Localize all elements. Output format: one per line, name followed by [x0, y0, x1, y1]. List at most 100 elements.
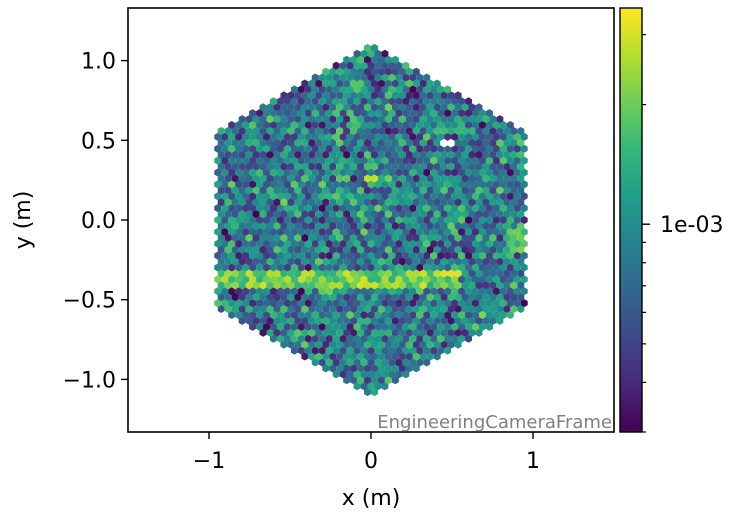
camera-pixel	[238, 115, 246, 124]
camera-pixel	[475, 138, 483, 147]
camera-pixel	[231, 281, 239, 290]
camera-pixel	[430, 156, 438, 165]
camera-pixel	[485, 109, 493, 118]
camera-pixel	[311, 299, 319, 308]
camera-pixel	[308, 257, 316, 266]
camera-pixel	[318, 251, 326, 260]
camera-pixel	[384, 79, 392, 88]
camera-pixel	[360, 370, 368, 379]
y-tick-label: 0.0	[81, 209, 116, 234]
camera-pixel	[353, 156, 361, 165]
camera-pixel	[388, 156, 396, 165]
camera-pixel	[336, 269, 344, 278]
camera-pixel	[384, 221, 392, 230]
camera-pixel	[423, 263, 431, 272]
camera-pixel	[388, 251, 396, 260]
camera-pixel	[304, 156, 312, 165]
camera-pixel	[412, 281, 420, 290]
camera-pixel	[322, 340, 330, 349]
camera-pixel	[364, 257, 371, 266]
camera-pixel	[350, 233, 358, 242]
camera-pixel	[475, 174, 483, 183]
camera-pixel	[503, 138, 511, 147]
camera-pixel	[245, 257, 253, 266]
camera-pixel	[444, 180, 452, 189]
camera-pixel	[416, 287, 424, 296]
camera-pixel	[266, 305, 274, 314]
camera-pixel	[517, 138, 525, 147]
camera-pixel	[353, 204, 361, 213]
camera-pixel	[423, 334, 431, 343]
camera-pixel	[287, 281, 295, 290]
camera-pixel	[461, 174, 469, 183]
camera-pixel	[228, 168, 236, 177]
camera-pixel	[398, 305, 406, 314]
camera-pixel	[332, 239, 340, 248]
camera-pixel	[499, 192, 507, 201]
camera-pixel	[371, 210, 378, 219]
camera-pixel	[214, 287, 222, 296]
camera-pixel	[308, 174, 316, 183]
camera-pixel	[489, 210, 497, 219]
camera-pixel	[329, 328, 337, 337]
camera-pixel	[398, 103, 406, 112]
camera-pixel	[472, 144, 479, 153]
camera-pixel	[294, 210, 302, 219]
camera-pixel	[485, 168, 493, 177]
camera-pixel	[458, 299, 466, 308]
camera-pixel	[304, 97, 312, 106]
camera-pixel	[322, 352, 330, 361]
y-axis-label: y (m)	[11, 191, 36, 250]
camera-pixel	[426, 328, 434, 337]
camera-pixel	[377, 79, 385, 88]
camera-pixel	[280, 210, 288, 219]
camera-pixel	[252, 174, 260, 183]
camera-pixel	[423, 287, 431, 296]
camera-pixel	[440, 305, 448, 314]
camera-pixel	[395, 346, 403, 355]
camera-pixel	[245, 233, 253, 242]
camera-pixel	[228, 156, 236, 165]
camera-pixel	[485, 287, 493, 296]
camera-pixel	[339, 299, 347, 308]
camera-pixel	[301, 221, 309, 230]
camera-pixel	[374, 382, 382, 391]
camera-pixel	[367, 85, 375, 94]
camera-pixel	[325, 251, 333, 260]
camera-pixel	[482, 162, 490, 171]
camera-pixel	[458, 192, 466, 201]
camera-pixel	[367, 370, 375, 379]
camera-pixel	[315, 281, 323, 290]
camera-pixel	[325, 192, 333, 201]
camera-pixel	[339, 192, 347, 201]
camera-pixel	[381, 109, 389, 118]
camera-pixel	[489, 150, 497, 159]
camera-pixel	[325, 180, 333, 189]
camera-pixel	[398, 352, 406, 361]
camera-pixel	[510, 126, 518, 135]
camera-pixel	[263, 239, 270, 248]
camera-pixel	[416, 156, 424, 165]
camera-pixel	[454, 198, 462, 207]
camera-pixel	[357, 269, 365, 278]
camera-pixel	[377, 269, 385, 278]
camera-pixel	[381, 144, 389, 153]
camera-pixel	[350, 138, 358, 147]
camera-pixel	[492, 275, 500, 284]
camera-pixel	[485, 180, 493, 189]
camera-pixel	[332, 358, 340, 367]
camera-pixel	[377, 305, 385, 314]
camera-pixel	[374, 215, 382, 225]
camera-pixel	[433, 115, 441, 124]
camera-pixel	[357, 376, 365, 385]
camera-pixel	[510, 186, 518, 195]
camera-pixel	[405, 269, 413, 278]
camera-pixel	[301, 138, 309, 147]
camera-pixel	[221, 215, 229, 225]
camera-pixel	[329, 293, 337, 302]
camera-pixel	[430, 239, 438, 248]
camera-pixel	[398, 210, 406, 219]
camera-pixel	[391, 126, 399, 135]
camera-pixel	[510, 257, 518, 266]
camera-pixel	[506, 180, 514, 189]
